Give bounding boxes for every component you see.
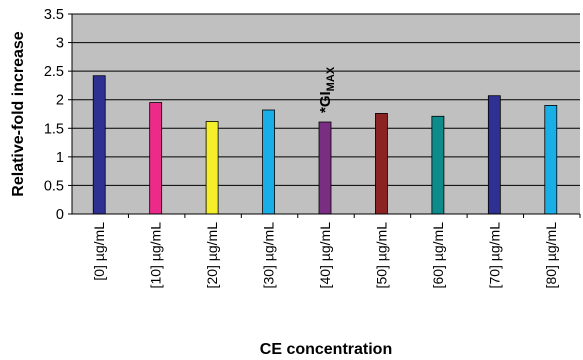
bar	[375, 113, 388, 215]
bar	[205, 121, 219, 215]
bar	[544, 105, 558, 215]
y-axis-title: Relative-fold increase	[10, 31, 27, 197]
bar	[149, 102, 163, 215]
bar	[92, 75, 106, 215]
x-tick-labels: [0] µg/mL [10] µg/mL [20] µg/mL [30] µg/mL […	[91, 214, 581, 289]
y-tick-label: 2	[56, 93, 64, 109]
y-tick-label: 3	[56, 36, 64, 52]
bar	[431, 115, 445, 215]
x-tick-label: [80] µg/mL	[543, 222, 559, 289]
y-tick-label: 1.5	[44, 121, 64, 137]
x-tick-label: [30] µg/mL	[261, 222, 277, 289]
bar	[487, 95, 501, 215]
x-tick-label: [10] µg/mL	[148, 222, 164, 289]
y-tick-label: 0	[56, 207, 64, 223]
y-tick-labels: 0 0.5 1 1.5 2 2.5 3 3.5	[44, 7, 72, 223]
x-tick-label: [70] µg/mL	[486, 222, 502, 289]
bars	[92, 75, 558, 215]
gi-max-annotation-text: *GI	[317, 91, 334, 113]
x-tick-label: [60] µg/mL	[430, 222, 446, 289]
bar	[262, 109, 275, 215]
bar	[318, 121, 332, 215]
y-tick-label: 3.5	[44, 7, 64, 23]
gi-max-annotation: *GIMAX	[317, 66, 337, 113]
x-tick-label: [40] µg/mL	[317, 222, 333, 289]
x-tick-label: [20] µg/mL	[204, 222, 220, 289]
gi-max-annotation-subscript: MAX	[325, 66, 337, 91]
x-axis-title: CE concentration	[260, 341, 392, 358]
x-tick-label: [0] µg/mL	[91, 222, 107, 281]
y-tick-label: 0.5	[44, 178, 64, 194]
y-tick-label: 1	[56, 150, 64, 166]
x-tick-label: [50] µg/mL	[373, 222, 389, 289]
y-tick-label: 2.5	[44, 64, 64, 80]
